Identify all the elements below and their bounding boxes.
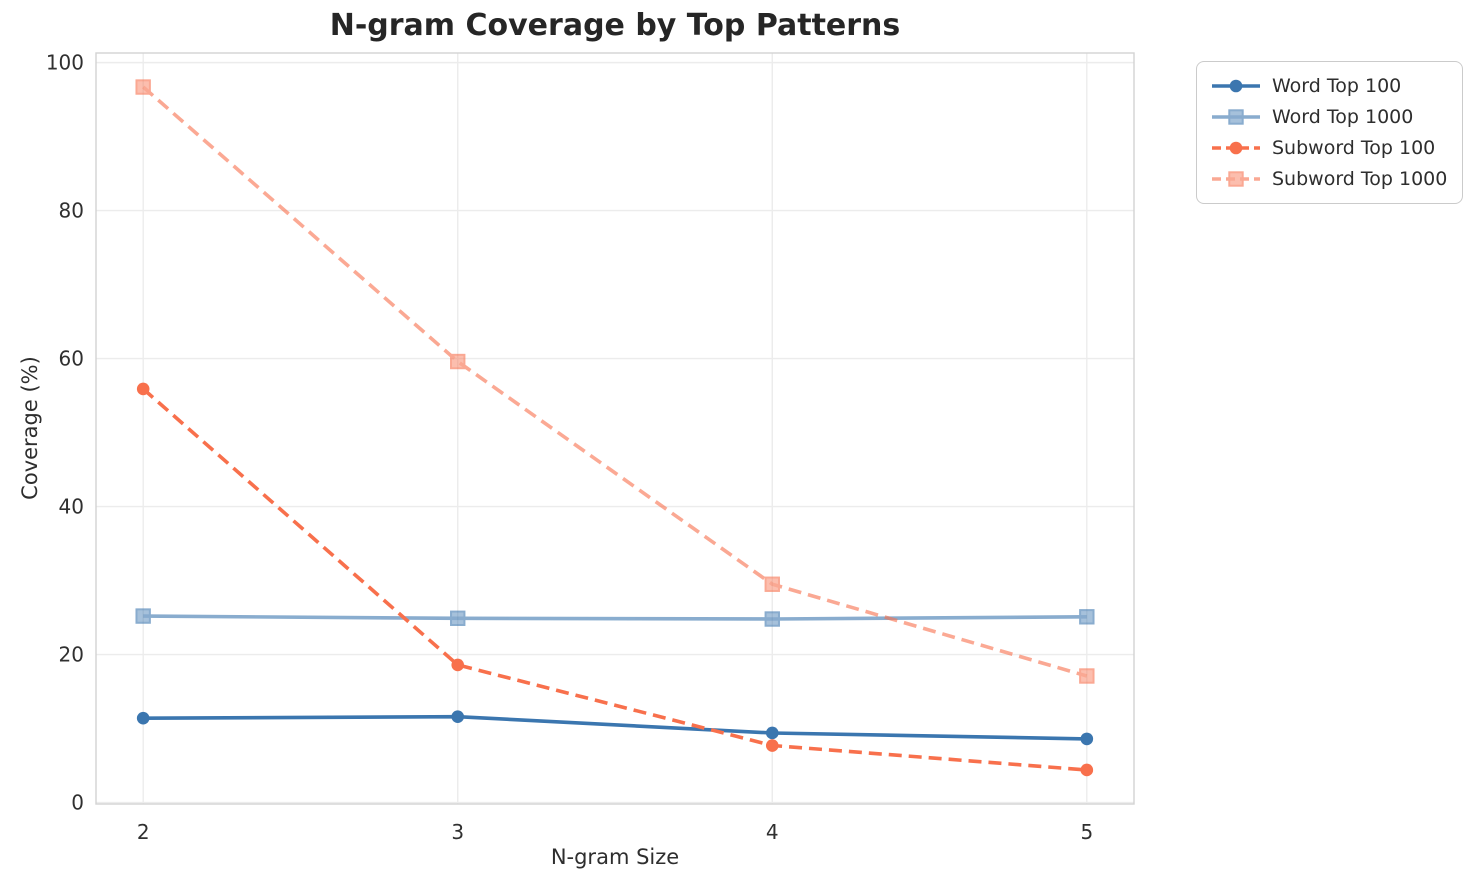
- marker-circle: [1080, 732, 1094, 746]
- marker-circle: [1080, 763, 1094, 777]
- legend-swatch-icon: [1212, 171, 1260, 187]
- marker-square: [135, 79, 151, 95]
- series-line: [143, 714, 1087, 741]
- marker-square: [764, 611, 780, 627]
- marker-circle: [451, 658, 465, 672]
- y-tick-label: 80: [59, 199, 84, 223]
- marker-square: [450, 610, 466, 626]
- axes-spines: [95, 52, 1135, 805]
- x-tick-label: 3: [451, 820, 464, 844]
- marker-circle: [136, 382, 150, 396]
- legend-swatch-icon: [1212, 141, 1260, 155]
- chart-title: N-gram Coverage by Top Patterns: [329, 8, 901, 43]
- marker-square: [1079, 609, 1095, 625]
- marker-square: [1079, 668, 1095, 684]
- series-subword-top-100: [136, 382, 1094, 777]
- legend-label: Subword Top 100: [1272, 137, 1436, 159]
- y-tick-label: 0: [71, 791, 84, 815]
- y-tick-label: 100: [46, 51, 84, 75]
- marker-circle: [765, 739, 779, 752]
- y-tick-label: 40: [59, 495, 84, 519]
- x-tick-label: 4: [766, 820, 779, 844]
- series-line: [142, 85, 1088, 678]
- legend-label: Subword Top 1000: [1272, 168, 1448, 190]
- legend-item-subword-top-1000: Subword Top 1000: [1211, 166, 1448, 192]
- series-word-top-1000: [135, 608, 1095, 627]
- legend-swatch-icon: [1212, 109, 1260, 125]
- marker-square: [450, 353, 466, 370]
- x-tick-label: 5: [1080, 820, 1093, 844]
- x-tick-label: 2: [137, 820, 150, 844]
- x-axis-label: N-gram Size: [550, 845, 680, 869]
- y-tick-label: 20: [59, 643, 84, 667]
- marker-circle: [451, 710, 465, 723]
- series-word-top-100: [136, 710, 1094, 746]
- series-line: [143, 614, 1087, 621]
- legend-item-word-top-100: Word Top 100: [1211, 73, 1448, 99]
- marker-circle: [136, 711, 150, 725]
- legend-label: Word Top 1000: [1272, 106, 1414, 128]
- legend-swatch-icon: [1212, 79, 1260, 93]
- legend: Word Top 100 Word Top 1000 Subword Top 100…: [1196, 61, 1463, 204]
- y-axis-label: Coverage (%): [18, 356, 42, 500]
- y-tick-label: 60: [59, 347, 84, 371]
- marker-square: [764, 576, 780, 592]
- legend-label: Word Top 100: [1272, 75, 1402, 97]
- marker-square: [135, 608, 151, 624]
- series-line: [142, 387, 1087, 772]
- series-subword-top-1000: [135, 79, 1095, 684]
- legend-item-subword-top-100: Subword Top 100: [1211, 135, 1448, 161]
- marker-circle: [765, 726, 779, 740]
- legend-item-word-top-1000: Word Top 1000: [1211, 104, 1448, 130]
